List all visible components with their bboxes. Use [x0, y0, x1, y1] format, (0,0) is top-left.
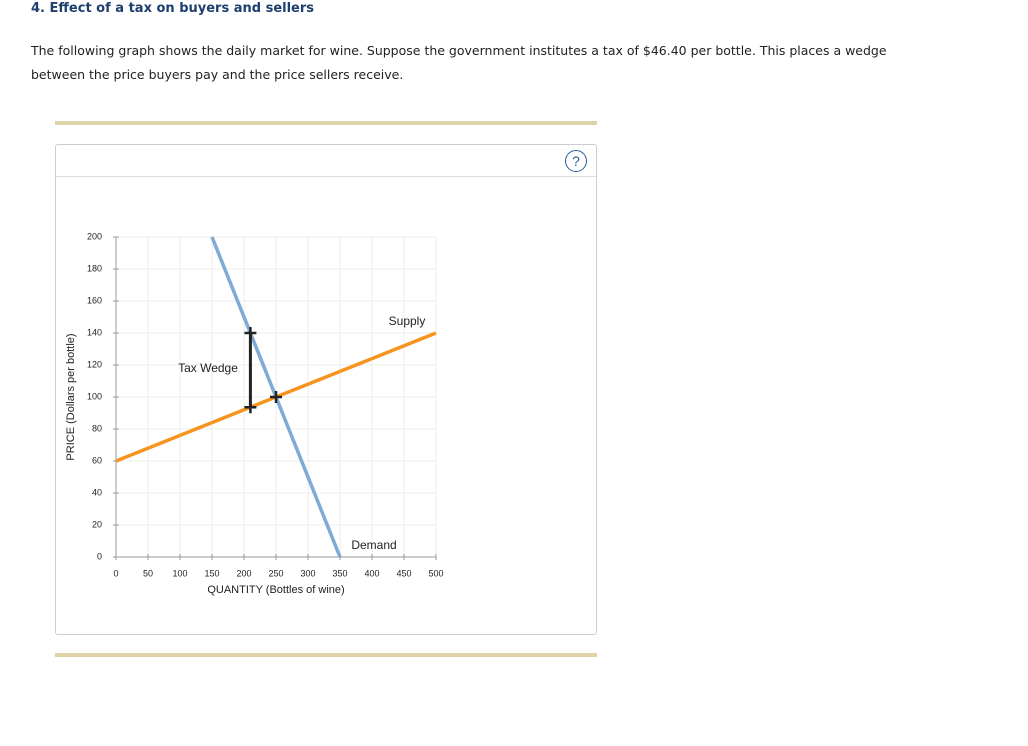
tax-wedge-label: Tax Wedge — [178, 361, 238, 375]
question-prompt: The following graph shows the daily mark… — [31, 43, 887, 82]
y-tick-label: 120 — [87, 359, 102, 369]
y-tick-label: 20 — [92, 519, 102, 529]
panel-header: ? — [56, 145, 596, 177]
x-tick-label: 450 — [396, 568, 411, 578]
x-tick-label: 350 — [332, 568, 347, 578]
y-tick-label: 0 — [97, 551, 102, 561]
x-tick-label: 200 — [236, 568, 251, 578]
x-tick-label: 50 — [143, 568, 153, 578]
x-tick-label: 0 — [113, 568, 118, 578]
x-tick-label: 100 — [172, 568, 187, 578]
equilibrium-point — [270, 391, 282, 403]
y-tick-label: 140 — [87, 327, 102, 337]
series-label: Supply — [389, 314, 426, 328]
tax-wedge-point — [244, 327, 257, 339]
question-title: 4. Effect of a tax on buyers and sellers — [31, 1, 315, 16]
x-axis-label: QUANTITY (Bottles of wine) — [207, 584, 344, 596]
x-tick-label: 500 — [428, 568, 443, 578]
y-axis-label: PRICE (Dollars per bottle) — [65, 333, 77, 460]
y-tick-label: 180 — [87, 263, 102, 273]
y-tick-label: 40 — [92, 487, 102, 497]
help-button[interactable]: ? — [565, 150, 587, 172]
y-tick-label: 100 — [87, 391, 102, 401]
series-label: Demand — [351, 538, 396, 552]
graph-panel: ? — [55, 144, 597, 635]
divider — [55, 653, 597, 657]
y-tick-label: 80 — [92, 423, 102, 433]
divider — [55, 121, 597, 125]
y-tick-label: 160 — [87, 295, 102, 305]
x-tick-label: 400 — [364, 568, 379, 578]
x-tick-label: 150 — [204, 568, 219, 578]
x-tick-label: 300 — [300, 568, 315, 578]
tax-wedge-point — [244, 401, 257, 414]
x-tick-label: 250 — [268, 568, 283, 578]
y-tick-label: 200 — [87, 231, 102, 241]
y-tick-label: 60 — [92, 455, 102, 465]
